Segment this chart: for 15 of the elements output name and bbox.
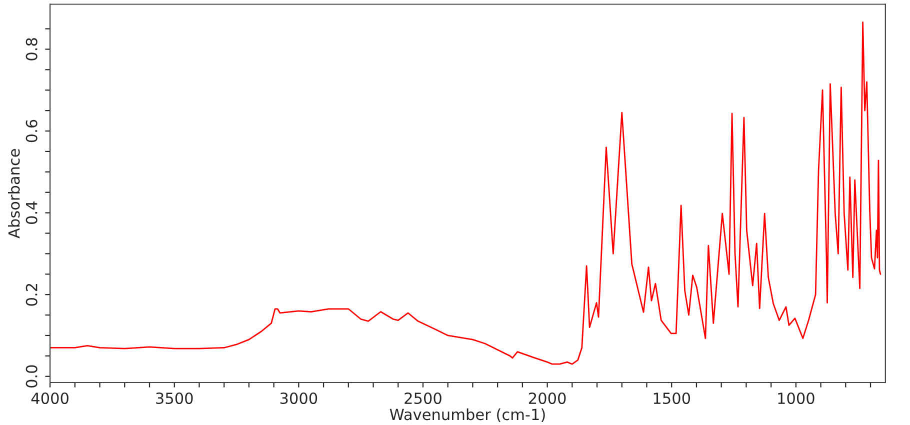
y-tick-label: 0.8 (26, 38, 38, 60)
y-tick-label: 0.0 (26, 365, 38, 388)
x-tick-label: 3500 (156, 392, 193, 404)
x-axis-title: Wavenumber (cm-1) (390, 408, 545, 422)
line-series (50, 22, 882, 365)
x-tick-label: 2000 (528, 392, 566, 404)
y-tick-label: 0.6 (26, 120, 38, 142)
y-tick-label: 0.4 (26, 202, 38, 224)
y-tick-label: 0.2 (26, 284, 38, 306)
y-axis-title: Absorbance (8, 149, 20, 238)
x-tick-label: 1000 (778, 392, 814, 404)
x-tick-label: 1500 (654, 392, 690, 404)
x-tick-label: 3000 (280, 392, 318, 404)
x-tick-label: 2500 (404, 392, 442, 404)
x-tick-label: 4000 (31, 392, 68, 404)
